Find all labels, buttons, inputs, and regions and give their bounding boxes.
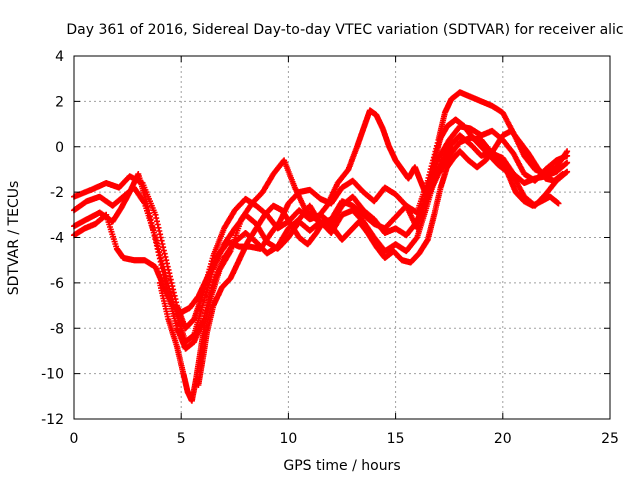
- x-tick-label: 5: [177, 431, 186, 447]
- y-tick-label: 0: [55, 140, 64, 156]
- chart-title: Day 361 of 2016, Sidereal Day-to-day VTE…: [66, 22, 623, 38]
- series-trace: [73, 137, 568, 350]
- y-tick-label: 2: [55, 94, 64, 110]
- series-trace: [73, 91, 568, 314]
- x-tick-label: 15: [387, 431, 405, 447]
- data-series-group: [71, 89, 571, 404]
- y-tick-label: -2: [50, 185, 64, 201]
- y-axis-label: SDTVAR / TECUs: [6, 181, 22, 296]
- series-track-3: [71, 134, 571, 352]
- y-tick-label: 4: [55, 49, 64, 65]
- x-tick-label: 20: [494, 431, 512, 447]
- y-tick-label: -4: [50, 231, 64, 247]
- data-point: [564, 159, 571, 166]
- y-tick-label: -10: [41, 367, 64, 383]
- x-tick-label: 0: [70, 431, 79, 447]
- x-axis-label: GPS time / hours: [283, 458, 400, 474]
- y-tick-label: -6: [50, 276, 64, 292]
- series-trace: [73, 134, 568, 343]
- x-tick-label: 10: [279, 431, 297, 447]
- y-tick-label: -8: [50, 321, 64, 337]
- x-tick-labels: 0 5 10 15 20 25: [70, 431, 619, 447]
- y-tick-labels: -12 -10 -8 -6 -4 -2 0 2 4: [41, 49, 64, 428]
- data-point: [564, 168, 571, 175]
- x-tick-label: 25: [601, 431, 619, 447]
- y-tick-label: -12: [41, 412, 64, 428]
- series-track-4: [71, 89, 571, 316]
